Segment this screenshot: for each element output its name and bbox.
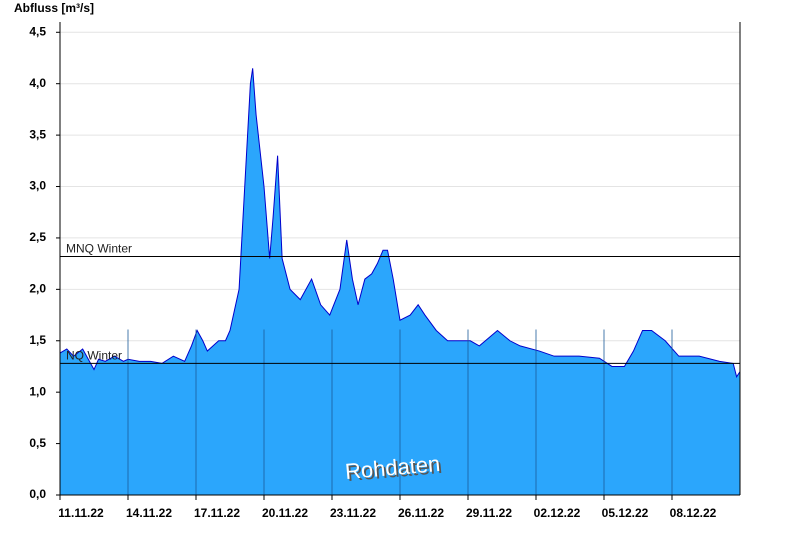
x-tick-label: 02.12.22 — [534, 506, 581, 520]
y-tick-label: 3,5 — [29, 127, 46, 141]
x-tick-label: 05.12.22 — [602, 506, 649, 520]
x-tick-label: 14.11.22 — [126, 506, 172, 520]
x-tick-label: 20.11.22 — [262, 506, 308, 520]
x-tick-label: 23.11.22 — [330, 506, 376, 520]
reference-label: MNQ Winter — [66, 242, 132, 256]
y-tick-label: 1,5 — [29, 333, 46, 347]
area — [60, 68, 740, 496]
y-axis-label: Abfluss [m³/s] — [14, 1, 94, 15]
reference-label: NQ Winter — [66, 349, 122, 363]
x-tick-label: 11.11.22 — [58, 506, 104, 520]
y-tick-label: 1,0 — [29, 384, 46, 398]
x-tick-label: 29.11.22 — [466, 506, 512, 520]
x-tick-label: 17.11.22 — [194, 506, 240, 520]
x-tick-label: 08.12.22 — [670, 506, 717, 520]
y-tick-label: 4,0 — [29, 76, 46, 90]
y-tick-label: 4,5 — [29, 24, 46, 38]
y-tick-label: 2,0 — [29, 282, 46, 296]
y-tick-label: 3,0 — [29, 179, 46, 193]
y-tick-label: 2,5 — [29, 230, 46, 244]
area-line — [59, 68, 741, 378]
x-tick-label: 26.11.22 — [398, 506, 444, 520]
y-tick-label: 0,0 — [29, 487, 46, 501]
y-tick-label: 0,5 — [29, 436, 46, 450]
